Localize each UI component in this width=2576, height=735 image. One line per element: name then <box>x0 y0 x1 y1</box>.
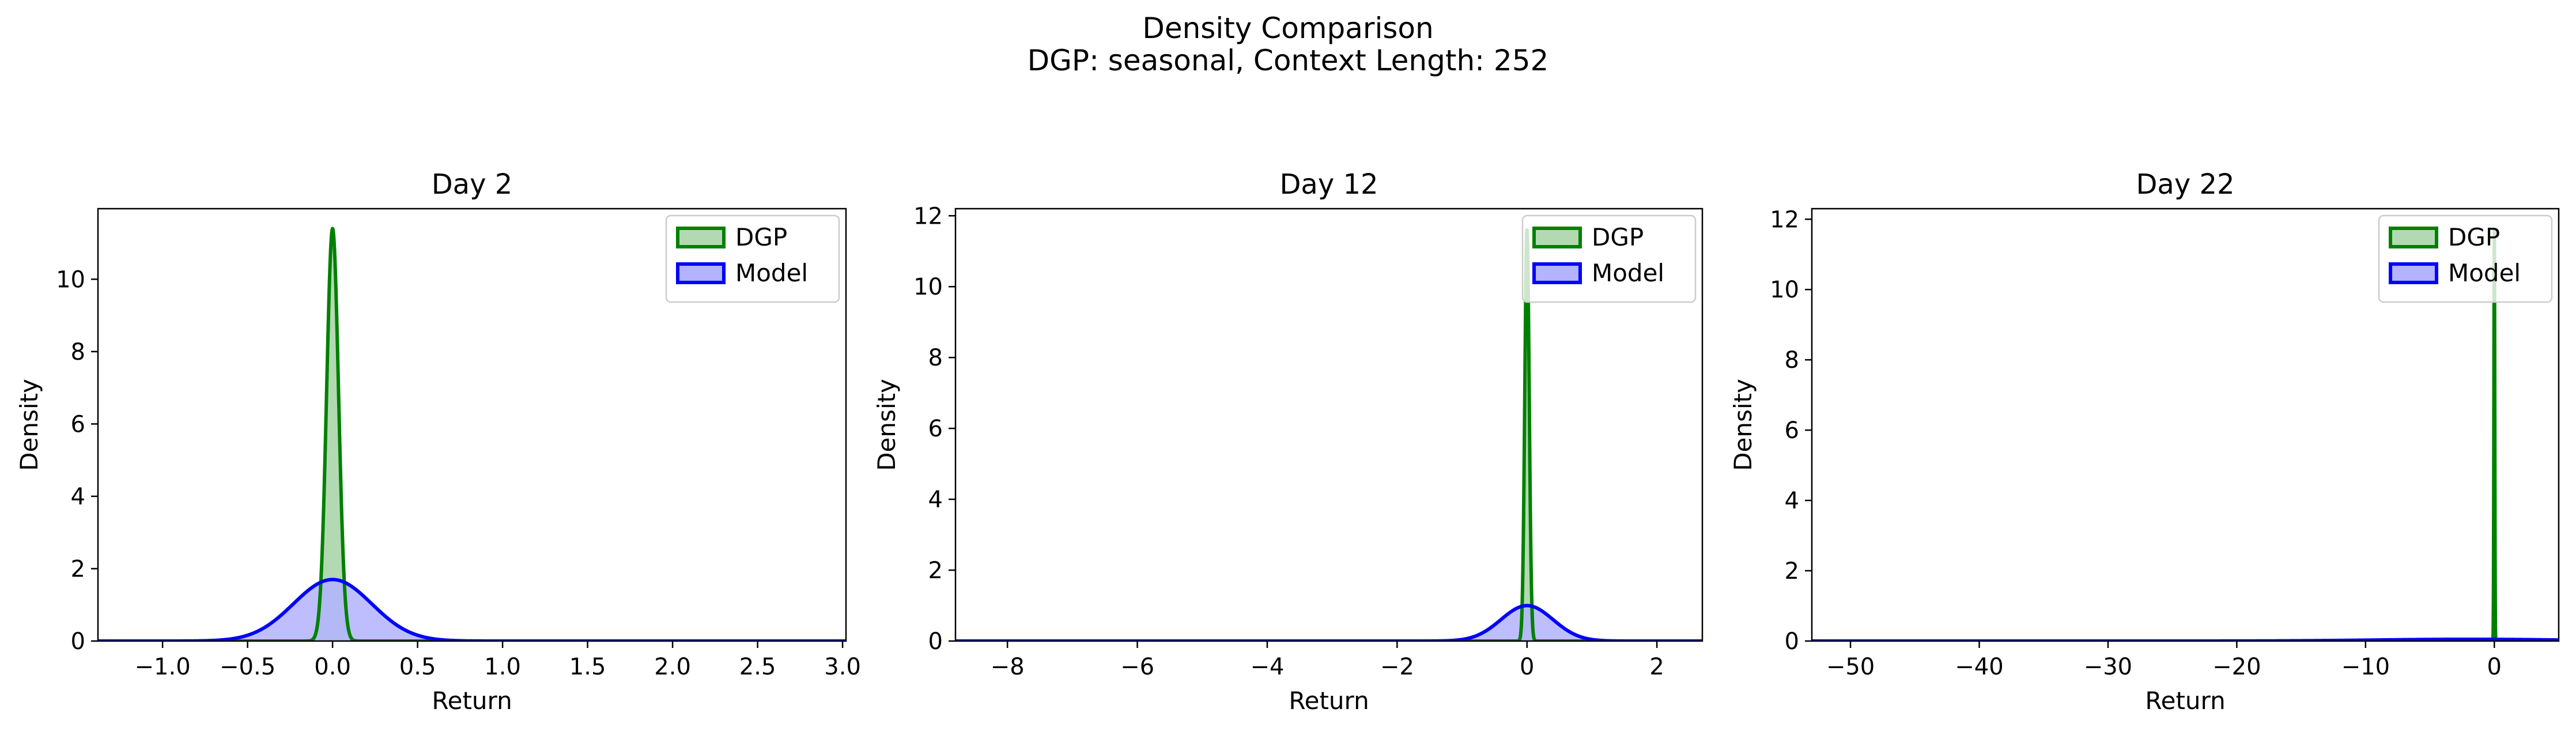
figure-subtitle: DGP: seasonal, Context Length: 252 <box>1028 44 1549 77</box>
legend-label-model: Model <box>1592 259 1664 287</box>
legend-label-model: Model <box>735 259 808 287</box>
legend-label-model: Model <box>2448 259 2521 287</box>
y-tick-label: 6 <box>928 416 943 442</box>
legend-swatch-model <box>1532 262 1582 284</box>
legend-label-dgp: DGP <box>1592 223 1644 251</box>
y-tick-label: 10 <box>56 266 85 293</box>
x-tick-label: 0 <box>2487 654 2502 680</box>
y-tick-label: 4 <box>928 487 943 513</box>
x-tick-label: 1.0 <box>484 654 521 680</box>
y-tick-label: 2 <box>71 556 85 582</box>
y-axis-label: Density <box>872 379 901 471</box>
x-tick-label: 2.0 <box>654 654 691 680</box>
x-tick-label: −30 <box>2084 654 2132 680</box>
x-tick-label: −2 <box>1380 654 1414 680</box>
legend-swatch-model <box>2389 262 2438 284</box>
panel-2: −8 −6 −4 −2 0 2 0 2 4 6 8 10 12 Day 12 Return Density DG… <box>872 168 1704 715</box>
panel-3: −50 −40 −30 −20 −10 0 0 2 4 6 8 10 12 Day 22 Return Den… <box>1729 168 2560 715</box>
x-tick-label: −10 <box>2341 654 2390 680</box>
y-tick-label: 4 <box>71 484 85 510</box>
y-axis-label: Density <box>1729 379 1757 471</box>
x-tick-label: −8 <box>991 654 1025 680</box>
panel-1: −1.0 −0.5 0.0 0.5 1.0 1.5 2.0 2.5 3.0 0 2 4 6 8 10 Day … <box>15 168 861 715</box>
x-tick-label: −1.0 <box>135 654 191 680</box>
legend-swatch-dgp <box>676 227 726 248</box>
y-tick-label: 0 <box>928 628 943 655</box>
x-tick-label: 0.0 <box>314 654 351 680</box>
line-model <box>955 604 1702 641</box>
x-tick-label: 0.5 <box>399 654 436 680</box>
legend-label-dgp: DGP <box>735 223 787 251</box>
y-tick-label: 8 <box>928 345 943 371</box>
y-tick-label: 6 <box>71 411 85 438</box>
axes-frame <box>1811 208 2560 642</box>
y-tick-label: 4 <box>1785 488 1799 514</box>
y-tick-label: 12 <box>1770 206 1799 233</box>
area-model <box>98 579 846 641</box>
y-tick-label: 10 <box>1770 277 1799 303</box>
y-tick-label: 0 <box>71 628 85 655</box>
y-tick-label: 8 <box>1785 347 1799 374</box>
y-tick-label: 2 <box>928 557 943 584</box>
y-tick-label: 10 <box>913 274 943 300</box>
y-tick-label: 12 <box>913 203 943 229</box>
density-panels: −1.0 −0.5 0.0 0.5 1.0 1.5 2.0 2.5 3.0 0 2 4 6 8 10 Day … <box>15 168 2560 715</box>
x-tick-label: −20 <box>2212 654 2261 680</box>
legend-swatch-dgp <box>1532 227 1582 248</box>
x-tick-label: 2.5 <box>739 654 776 680</box>
x-tick-label: 3.0 <box>824 654 861 680</box>
panel-title: Day 22 <box>2136 168 2234 201</box>
y-tick-label: 8 <box>71 339 85 365</box>
legend-label-dgp: DGP <box>2448 223 2500 251</box>
x-axis-label: Return <box>1289 687 1369 715</box>
x-tick-label: −40 <box>1955 654 2003 680</box>
x-axis-label: Return <box>2145 687 2225 715</box>
legend-swatch-dgp <box>2389 227 2438 248</box>
legend-swatch-model <box>676 262 726 284</box>
line-model <box>98 578 846 641</box>
x-tick-label: −6 <box>1120 654 1154 680</box>
panel-title: Day 2 <box>432 168 513 201</box>
figure-title: Density Comparison <box>1142 12 1433 45</box>
y-tick-label: 6 <box>1785 417 1799 444</box>
y-axis-label: Density <box>15 379 43 471</box>
panel-title: Day 12 <box>1279 168 1378 201</box>
x-tick-label: 0 <box>1520 654 1534 680</box>
y-tick-label: 0 <box>1785 628 1799 655</box>
axes-frame <box>97 208 847 642</box>
x-tick-label: −4 <box>1250 654 1284 680</box>
x-tick-label: −50 <box>1826 654 1875 680</box>
axes-frame <box>954 208 1704 642</box>
legend: DGP Model <box>2378 214 2553 303</box>
x-tick-label: 1.5 <box>569 654 606 680</box>
x-tick-label: −0.5 <box>220 654 275 680</box>
y-tick-label: 2 <box>1785 558 1799 585</box>
x-axis-label: Return <box>432 687 512 715</box>
area-model <box>955 605 1702 641</box>
legend: DGP Model <box>1521 214 1697 303</box>
legend: DGP Model <box>665 214 840 303</box>
x-tick-label: 2 <box>1649 654 1664 680</box>
